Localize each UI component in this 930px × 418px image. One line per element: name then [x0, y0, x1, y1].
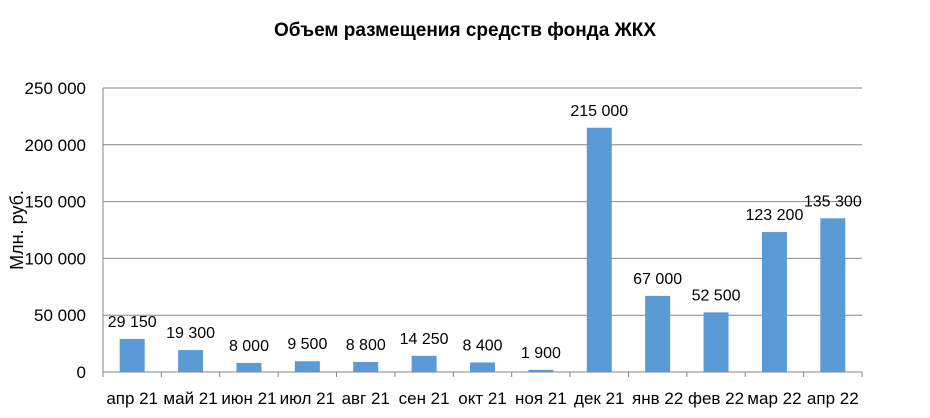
data-label: 67 000 [633, 271, 682, 288]
data-label: 8 000 [229, 338, 269, 355]
bar [119, 338, 145, 372]
data-label: 8 800 [346, 337, 386, 354]
bar [411, 355, 437, 372]
bar [703, 312, 729, 372]
x-tick-label: фев 22 [688, 389, 744, 408]
y-tick-label: 100 000 [25, 249, 86, 268]
x-tick-label: апр 21 [106, 389, 158, 408]
bar [586, 127, 612, 372]
x-tick-label: дек 21 [574, 389, 624, 408]
x-tick-label: авг 21 [342, 389, 390, 408]
data-label: 52 500 [692, 287, 741, 304]
data-label: 1 900 [521, 345, 561, 362]
y-tick-label: 250 000 [25, 79, 86, 98]
axes [102, 88, 863, 377]
bar [528, 369, 554, 372]
x-tick-label: янв 22 [632, 389, 683, 408]
x-tick-label: май 21 [163, 389, 217, 408]
data-label: 8 400 [462, 337, 502, 354]
x-tick-label: ноя 21 [515, 389, 567, 408]
bar [353, 362, 379, 372]
bar [178, 350, 204, 372]
data-label: 19 300 [166, 325, 215, 342]
y-tick-label: 50 000 [34, 306, 86, 325]
bar [236, 362, 262, 372]
bar [470, 362, 495, 372]
data-label: 215 000 [570, 103, 628, 120]
bar [294, 361, 320, 372]
bar [761, 232, 787, 372]
x-tick-label: июл 21 [280, 389, 335, 408]
data-label: 29 150 [108, 314, 157, 331]
data-label: 135 300 [804, 193, 862, 210]
chart-title: Объем размещения средств фонда ЖКХ [274, 20, 656, 41]
x-tick-label: апр 22 [807, 389, 859, 408]
x-tick-label: окт 21 [458, 389, 507, 408]
y-tick-label: 200 000 [25, 136, 86, 155]
bars [119, 127, 846, 372]
y-axis-title: Млн. руб. [7, 190, 27, 270]
y-tick-label: 150 000 [25, 193, 86, 212]
data-label: 14 250 [400, 331, 449, 348]
labels: 0 50 000 100 000 150 000 200 000 250 000 29 15… [25, 79, 862, 408]
data-label: 9 500 [287, 336, 327, 353]
gridlines [103, 87, 862, 373]
bar [820, 218, 846, 372]
x-tick-label: сен 21 [399, 389, 450, 408]
x-tick-label: июн 21 [221, 389, 276, 408]
data-label: 123 200 [746, 207, 804, 224]
x-tick-label: мар 22 [747, 389, 801, 408]
bar [645, 295, 671, 372]
y-tick-label: 0 [77, 363, 86, 382]
